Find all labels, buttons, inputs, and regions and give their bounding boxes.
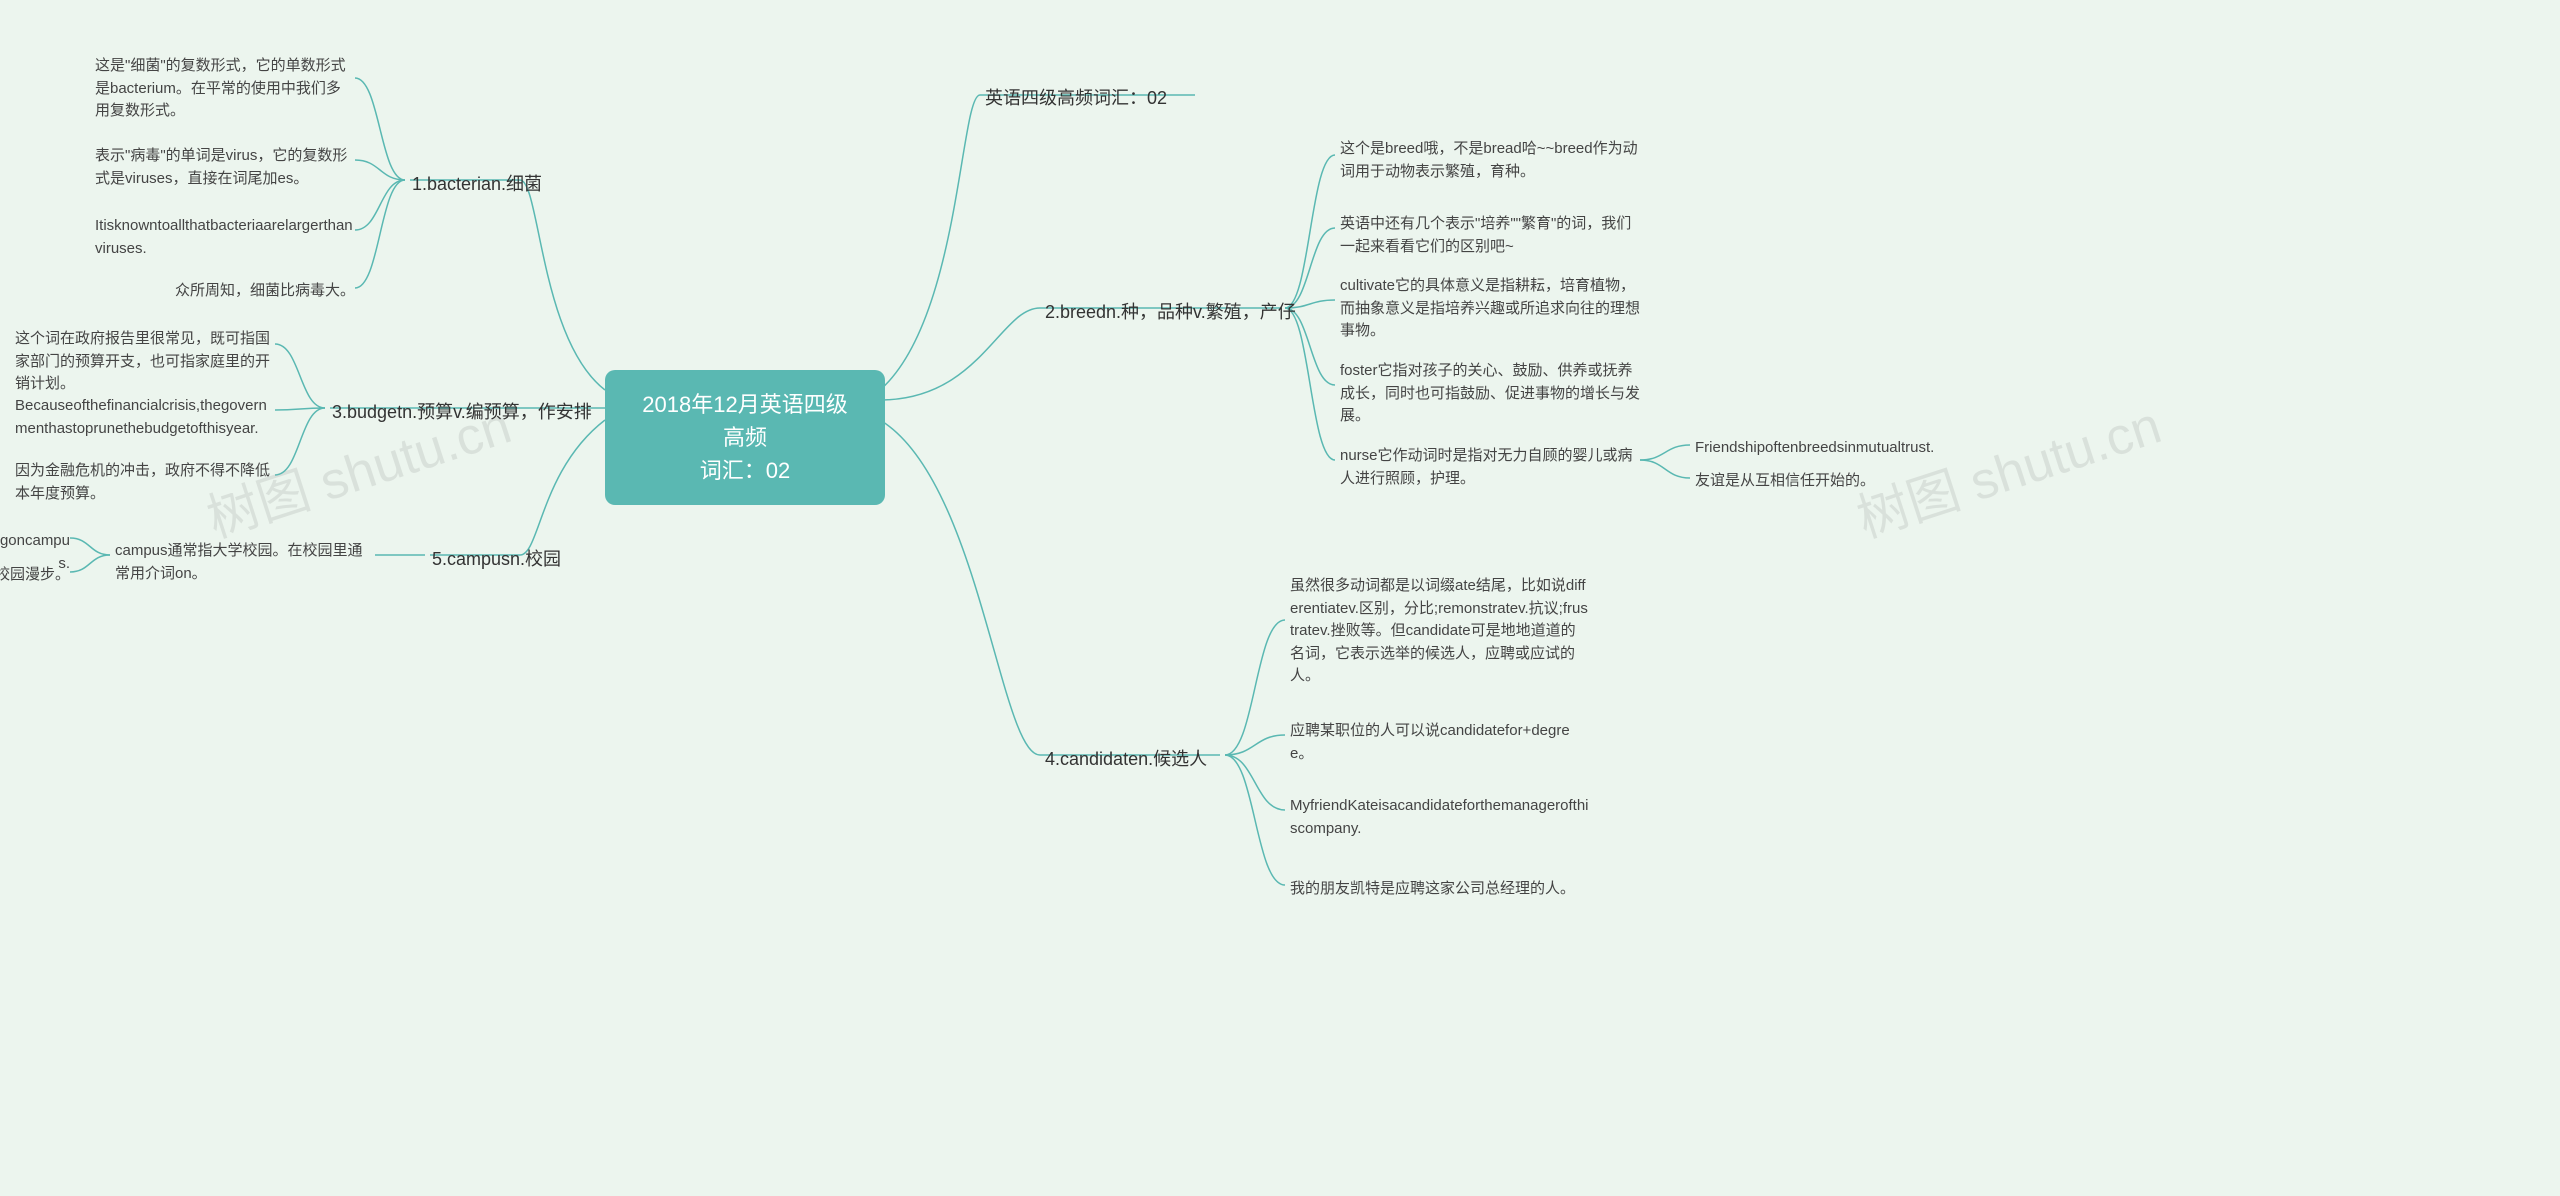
leaf-b3-0: 这个词在政府报告里很常见，既可指国家部门的预算开支，也可指家庭里的开销计划。 [15, 328, 275, 396]
branch-1: 1.bacterian.细菌 [412, 170, 542, 196]
leaf-b4-1: 应聘某职位的人可以说candidatefor+degree。 [1290, 720, 1590, 765]
leaf-b1-3: 众所周知，细菌比病毒大。 [175, 280, 355, 303]
leaf-b2-2: cultivate它的具体意义是指耕耘，培育植物，而抽象意义是指培养兴趣或所追求… [1340, 275, 1640, 343]
branch-4: 4.candidaten.候选人 [1045, 745, 1207, 771]
leaf-b1-0: 这是"细菌"的复数形式，它的单数形式是bacterium。在平常的使用中我们多用… [95, 55, 355, 123]
center-node: 2018年12月英语四级高频 词汇：02 [605, 370, 885, 505]
mindmap-edges [0, 0, 2560, 1196]
branch-2: 2.breedn.种，品种v.繁殖，产仔 [1045, 298, 1296, 324]
leaf-b1-1: 表示"病毒"的单词是virus，它的复数形式是viruses，直接在词尾加es。 [95, 145, 355, 190]
center-line2: 词汇：02 [633, 454, 857, 487]
leaf-b2-3: foster它指对孩子的关心、鼓励、供养或抚养成长，同时也可指鼓励、促进事物的增… [1340, 360, 1640, 428]
leaf-b5-0: campus通常指大学校园。在校园里通常用介词on。 [115, 540, 375, 585]
branch-5: 5.campusn.校园 [432, 545, 561, 571]
leaf-b2-1: 英语中还有几个表示"培养""繁育"的词，我们一起来看看它们的区别吧~ [1340, 213, 1640, 258]
leaf-b3-1: Becauseofthefinancialcrisis,thegovernmen… [15, 395, 275, 440]
leaf-b5-sub1: 我喜欢在校园漫步。 [0, 564, 70, 587]
branch-3: 3.budgetn.预算v.编预算，作安排 [332, 398, 592, 424]
leaf-b2-sub0: Friendshipoftenbreedsinmutualtrust. [1695, 437, 1955, 460]
leaf-b1-2: Itisknowntoallthatbacteriaarelargerthanv… [95, 215, 355, 260]
watermark: 树图 shutu.cn [1846, 383, 2169, 552]
leaf-b4-2: MyfriendKateisacandidateforthemanageroft… [1290, 795, 1590, 840]
center-line1: 2018年12月英语四级高频 [633, 388, 857, 454]
leaf-b3-2: 因为金融危机的冲击，政府不得不降低本年度预算。 [15, 460, 275, 505]
leaf-b2-0: 这个是breed哦，不是bread哈~~breed作为动词用于动物表示繁殖，育种… [1340, 138, 1640, 183]
leaf-b2-4: nurse它作动词时是指对无力自顾的婴儿或病人进行照顾，护理。 [1340, 445, 1640, 490]
branch-0: 英语四级高频词汇：02 [985, 84, 1167, 110]
leaf-b4-3: 我的朋友凯特是应聘这家公司总经理的人。 [1290, 878, 1590, 901]
leaf-b2-sub1: 友谊是从互相信任开始的。 [1695, 470, 1955, 493]
leaf-b4-0: 虽然很多动词都是以词缀ate结尾，比如说differentiatev.区别，分比… [1290, 575, 1590, 688]
